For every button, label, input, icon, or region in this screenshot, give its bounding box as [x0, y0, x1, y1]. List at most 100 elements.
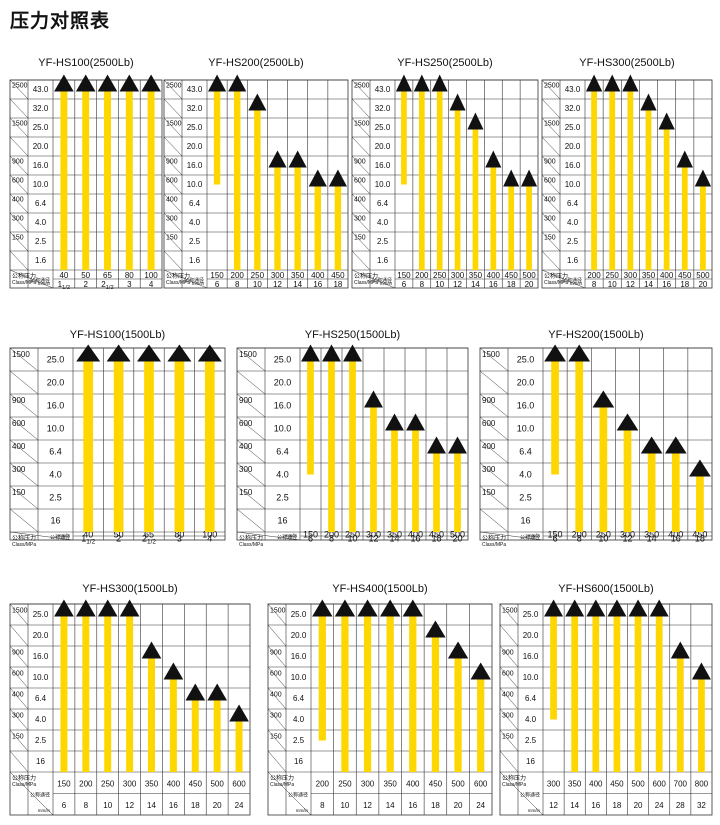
class-tick-label: 150 — [354, 235, 366, 242]
category-in-label: 2 — [83, 280, 88, 289]
category-in-label: 20 — [634, 801, 643, 810]
diagonal-line — [9, 624, 29, 647]
category-in-label: 16 — [591, 801, 600, 810]
diagonal-line — [541, 79, 561, 100]
pressure-bar — [307, 359, 314, 475]
class-tick-label: 150 — [12, 733, 24, 740]
category-in-label: 8 — [320, 801, 325, 810]
class-tick-label: 900 — [239, 396, 253, 405]
mpa-tick-label: 25.0 — [523, 610, 539, 619]
category-mm-label: 200 — [231, 271, 245, 280]
category-mm-label: 350 — [568, 779, 582, 788]
diagonal-line — [541, 212, 561, 233]
category-mm-label: 300 — [361, 779, 375, 788]
pressure-bar — [314, 184, 322, 270]
mpa-tick-label: 32.0 — [33, 104, 49, 113]
mpa-tick-label: 6.4 — [293, 694, 305, 703]
pressure-chart: YF-HS600(1500Lb) 1500 900 600 400 300 150 25.0 2… — [499, 583, 713, 816]
mpa-tick-label: 25.0 — [47, 354, 65, 364]
pressure-label: 公称压力 — [12, 534, 36, 542]
diameter-label: 公称通径 — [30, 277, 50, 284]
pressure-bar — [386, 614, 394, 772]
pressure-bar — [490, 165, 497, 270]
arrow-head — [628, 599, 648, 617]
class-tick-label: 600 — [544, 178, 556, 185]
mpa-tick-label: 10.0 — [375, 180, 391, 189]
category-in-label: 21/2 — [101, 280, 113, 291]
category-in-label: 12 — [273, 280, 282, 289]
diagonal-line — [9, 645, 29, 668]
category-in-label: 20 — [452, 534, 462, 544]
mpa-tick-label: 25.0 — [517, 354, 535, 364]
diagonal-line — [267, 603, 287, 626]
diagonal-line — [541, 155, 561, 176]
arrow-head — [670, 641, 690, 659]
class-tick-label: 300 — [12, 216, 24, 223]
diagonal-line — [499, 603, 519, 626]
class-tick-label: 400 — [166, 197, 178, 204]
category-in-label: 12 — [368, 534, 378, 544]
pressure-bar — [472, 127, 479, 270]
pressure-bar — [391, 428, 398, 532]
mpa-tick-label: 10.0 — [187, 180, 203, 189]
category-mm-label: 350 — [291, 271, 305, 280]
diameter-label: 公称通径 — [30, 792, 50, 799]
diagonal-line — [479, 439, 509, 464]
class-tick-label: 300 — [239, 465, 253, 474]
mpa-tick-label: 20.0 — [33, 631, 49, 640]
mpa-tick-label: 20.0 — [274, 377, 292, 387]
pressure-bar — [147, 89, 155, 270]
diagonal-line — [499, 666, 519, 689]
diagonal-line — [9, 462, 39, 487]
page-title: 压力对照表 — [10, 11, 111, 32]
arrow-head — [380, 599, 401, 617]
diagonal-line — [236, 462, 266, 487]
pressure-chart: YF-HS250(1500Lb) 1500 900 600 400 300 150 25.0 2… — [236, 329, 469, 548]
category-in-label: 14 — [293, 280, 302, 289]
diameter-label: 公称通径 — [520, 792, 540, 799]
category-mm-label: 300 — [624, 271, 638, 280]
class-tick-label: 400 — [502, 691, 514, 698]
pressure-units-label: Class/MPa — [502, 782, 526, 788]
pressure-bar — [104, 89, 111, 270]
category-mm-label: 400 — [311, 271, 325, 280]
class-tick-label: 400 — [12, 691, 24, 698]
mpa-tick-label: 2.5 — [519, 492, 532, 502]
chart-title: YF-HS300(2500Lb) — [579, 57, 674, 69]
category-in-label: 6 — [215, 280, 220, 289]
arrow-head — [649, 599, 669, 617]
diagonal-line — [479, 462, 509, 487]
category-mm-label: 200 — [324, 530, 339, 540]
pressure-bar — [83, 359, 94, 532]
pressure-label: 公称压力 — [12, 774, 36, 782]
category-in-label: 18 — [680, 280, 689, 289]
diagonal-line — [479, 370, 509, 395]
category-mm-label: 350 — [387, 530, 402, 540]
diagonal-line — [9, 370, 39, 395]
arrow-head — [565, 599, 585, 617]
chart-title: YF-HS250(1500Lb) — [305, 329, 400, 341]
category-in-label: 10 — [253, 280, 262, 289]
arrow-head — [544, 344, 566, 362]
class-tick-label: 150 — [12, 488, 26, 497]
category-mm-label: 450 — [189, 779, 203, 788]
pressure-bar — [60, 89, 68, 270]
diagonal-line — [479, 508, 509, 533]
diagonal-line — [541, 231, 561, 252]
diagonal-line — [9, 666, 29, 689]
mpa-tick-label: 16.0 — [187, 161, 203, 170]
category-in-label: 6 — [553, 534, 558, 544]
mpa-tick-label: 16 — [50, 515, 60, 525]
category-mm-label: 500 — [696, 271, 710, 280]
class-tick-label: 300 — [270, 712, 282, 719]
arrow-head — [97, 599, 118, 617]
mpa-tick-label: 20.0 — [565, 142, 581, 151]
mpa-tick-label: 16 — [277, 515, 287, 525]
mpa-tick-label: 20.0 — [33, 142, 49, 151]
pressure-bar — [409, 614, 417, 772]
arrow-head — [402, 599, 423, 617]
mpa-tick-label: 6.4 — [276, 446, 289, 456]
diameter-label: 公称通径 — [288, 792, 308, 799]
arrow-head — [406, 413, 425, 431]
category-mm-label: 450 — [505, 271, 519, 280]
